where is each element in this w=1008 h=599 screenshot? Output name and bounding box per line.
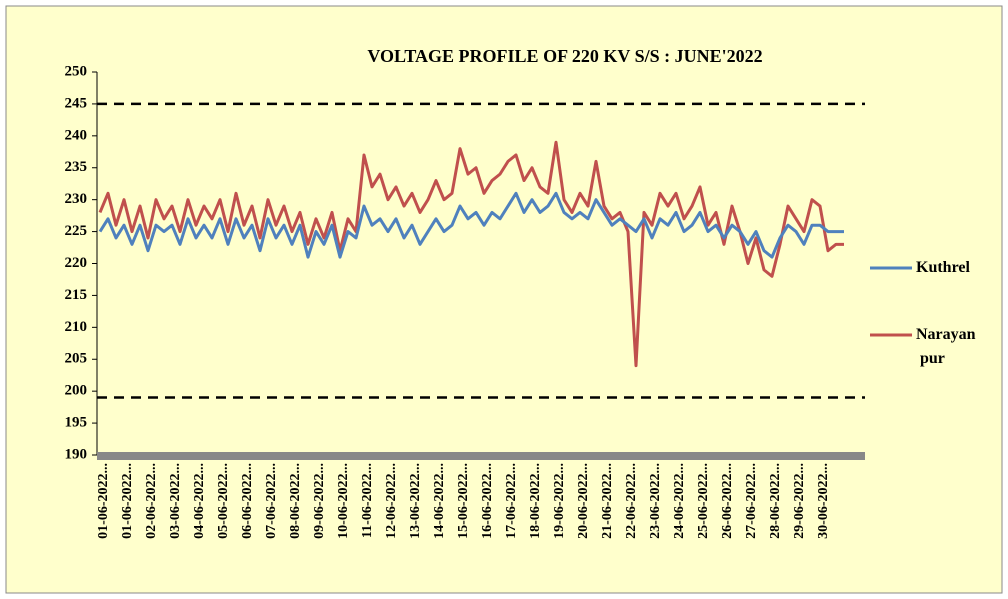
y-tick-label: 220 xyxy=(65,255,88,271)
x-tick-label: 17-06-2022... xyxy=(504,463,519,539)
x-tick-label: 01-06-2022... xyxy=(120,463,135,539)
x-tick-label: 26-06-2022... xyxy=(720,463,735,539)
legend-label-line: Kuthrel xyxy=(916,259,970,276)
x-tick-label: 12-06-2022... xyxy=(384,463,399,539)
x-tick-label: 10-06-2022... xyxy=(336,463,351,539)
x-tick-label: 18-06-2022... xyxy=(528,463,543,539)
y-tick-label: 240 xyxy=(65,127,88,143)
y-tick-label: 245 xyxy=(65,95,88,111)
legend-label: Narayan pur xyxy=(916,326,976,367)
x-tick-label: 14-06-2022... xyxy=(432,463,447,539)
x-tick-label: 13-06-2022... xyxy=(408,463,423,539)
chart-title: VOLTAGE PROFILE OF 220 KV S/S : JUNE'202… xyxy=(367,46,762,66)
x-tick-label: 08-06-2022... xyxy=(288,463,303,539)
y-tick-label: 200 xyxy=(65,383,88,399)
x-axis xyxy=(97,452,865,460)
x-tick-label: 22-06-2022... xyxy=(624,463,639,539)
x-tick-label: 16-06-2022... xyxy=(480,463,495,539)
x-tick-label: 29-06-2022... xyxy=(792,463,807,539)
x-tick-label: 25-06-2022... xyxy=(696,463,711,539)
x-tick-label: 05-06-2022... xyxy=(216,463,231,539)
x-tick-label: 09-06-2022... xyxy=(312,463,327,539)
y-tick-label: 190 xyxy=(65,446,88,462)
x-tick-label: 02-06-2022... xyxy=(144,463,159,539)
x-tick-label: 15-06-2022... xyxy=(456,463,471,539)
x-tick-label: 07-06-2022... xyxy=(264,463,279,539)
y-tick-label: 225 xyxy=(65,223,88,239)
x-tick-label: 04-06-2022... xyxy=(192,463,207,539)
y-tick-label: 230 xyxy=(65,191,88,207)
x-tick-label: 30-06-2022... xyxy=(816,463,831,539)
x-tick-label: 21-06-2022... xyxy=(600,463,615,539)
series-line xyxy=(98,140,844,368)
y-tick-label: 210 xyxy=(65,319,88,335)
y-tick-label: 215 xyxy=(65,287,88,303)
series-line xyxy=(98,191,844,259)
legend-label: Kuthrel xyxy=(916,259,970,276)
x-tick-label: 23-06-2022... xyxy=(648,463,663,539)
legend-label-line: Narayan xyxy=(916,326,976,343)
x-tick-label: 28-06-2022... xyxy=(768,463,783,539)
y-tick-label: 235 xyxy=(65,159,88,175)
x-tick-label: 19-06-2022... xyxy=(552,463,567,539)
x-tick-label: 20-06-2022... xyxy=(576,463,591,539)
x-tick-label: 27-06-2022... xyxy=(744,463,759,539)
legend-label-line: pur xyxy=(916,350,945,367)
y-tick-label: 250 xyxy=(65,63,88,79)
x-tick-label: 06-06-2022... xyxy=(240,463,255,539)
y-tick-label: 205 xyxy=(65,351,88,367)
x-tick-label: 24-06-2022... xyxy=(672,463,687,539)
x-tick-label: 03-06-2022... xyxy=(168,463,183,539)
x-tick-label: 11-06-2022... xyxy=(360,463,375,538)
y-tick-label: 195 xyxy=(65,415,88,431)
x-tick-label: 01-06-2022... xyxy=(96,463,111,539)
